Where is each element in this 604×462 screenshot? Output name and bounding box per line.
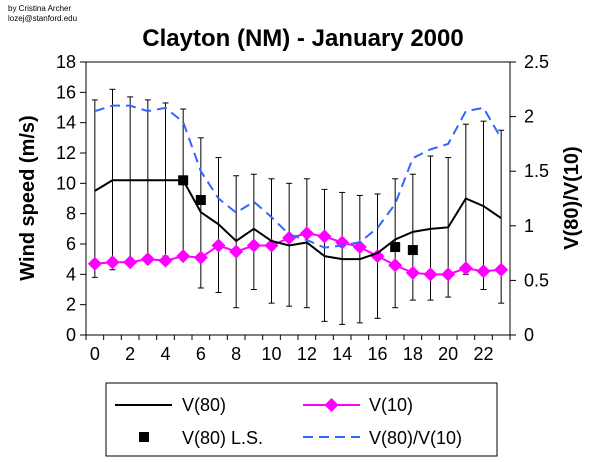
x-tick-label: 4 <box>160 344 170 364</box>
v80-ls-square-marker <box>407 245 418 256</box>
v10-diamond-marker <box>476 264 491 279</box>
x-tick-label: 14 <box>332 344 352 364</box>
ratio-series-line <box>94 104 503 249</box>
x-tick-label: 20 <box>438 344 458 364</box>
y2-axis-ticks: 0 0.5 1 1.5 2 2.5 <box>510 52 549 345</box>
x-tick-label: 16 <box>367 344 387 364</box>
x-tick-label: 10 <box>261 344 281 364</box>
legend-v80-label: V(80) <box>182 395 226 415</box>
y-tick-label: 18 <box>56 52 76 72</box>
v10-diamond-marker <box>317 229 332 244</box>
x-tick-label: 22 <box>473 344 493 364</box>
v80-ls-square-marker <box>195 195 206 206</box>
legend-ls-square <box>139 432 149 442</box>
y2-tick-label: 0.5 <box>524 270 549 290</box>
v10-diamond-marker <box>158 253 173 268</box>
y2-tick-label: 2.5 <box>524 52 549 72</box>
y-axis-ticks: 0 2 4 6 8 10 12 14 16 18 <box>56 52 86 345</box>
y-tick-label: 14 <box>56 113 76 133</box>
v10-diamond-marker <box>105 255 120 270</box>
v10-diamond-marker <box>123 255 138 270</box>
author-credit: by Cristina Archer <box>8 4 71 13</box>
x-tick-label: 2 <box>125 344 135 364</box>
y-axis-label: Wind speed (m/s) <box>17 115 39 280</box>
v10-diamond-marker <box>176 249 191 264</box>
chart-title: Clayton (NM) - January 2000 <box>142 25 463 52</box>
y-tick-label: 16 <box>56 82 76 102</box>
v10-diamond-marker <box>246 238 261 253</box>
y-tick-label: 0 <box>66 325 76 345</box>
legend: V(80) V(10) V(80) L.S. V(80)/V(10) <box>105 382 498 457</box>
x-tick-label: 6 <box>196 344 206 364</box>
v10-diamond-marker <box>494 262 509 277</box>
v10-diamond-marker <box>335 235 350 250</box>
y2-tick-label: 1.5 <box>524 161 549 181</box>
series-layer <box>87 104 509 282</box>
x-axis-ticks: 0 2 4 6 8 10 12 14 16 18 20 22 <box>85 335 511 364</box>
y2-tick-label: 0 <box>524 325 534 345</box>
legend-ls-label: V(80) L.S. <box>182 428 263 448</box>
legend-box <box>105 382 498 457</box>
v10-diamond-marker <box>441 267 456 282</box>
x-tick-label: 18 <box>403 344 423 364</box>
legend-v10-diamond <box>324 398 339 412</box>
v10-diamond-marker <box>423 267 438 282</box>
v10-diamond-marker <box>299 226 314 241</box>
y-tick-label: 6 <box>66 234 76 254</box>
v80-series-line <box>94 179 502 261</box>
y2-tick-label: 1 <box>524 216 534 236</box>
v10-series-line <box>94 232 502 276</box>
v10-diamond-marker <box>229 244 244 259</box>
v10-diamond-marker <box>193 250 208 265</box>
plot-area <box>85 61 511 336</box>
x-tick-label: 12 <box>297 344 317 364</box>
y-tick-label: 2 <box>66 295 76 315</box>
v10-diamond-marker <box>140 252 155 267</box>
legend-v10-label: V(10) <box>369 395 413 415</box>
x-tick-label: 0 <box>90 344 100 364</box>
v80-error-bars <box>91 88 505 325</box>
v10-diamond-marker <box>388 258 403 273</box>
legend-ratio-label: V(80)/V(10) <box>369 428 462 448</box>
y-tick-label: 10 <box>56 173 76 193</box>
v10-diamond-marker <box>405 265 420 280</box>
v10-diamond-marker <box>87 256 102 271</box>
v80-ls-square-marker <box>390 242 401 253</box>
v10-diamond-marker <box>458 261 473 276</box>
y2-tick-label: 2 <box>524 107 534 127</box>
y-tick-label: 4 <box>66 264 76 284</box>
v10-diamond-marker <box>211 238 226 253</box>
v80-ls-square-marker <box>178 175 189 186</box>
v10-diamond-marker <box>370 249 385 264</box>
x-tick-label: 8 <box>231 344 241 364</box>
y-tick-label: 12 <box>56 143 76 163</box>
v10-diamond-marker <box>282 230 297 245</box>
author-email: lozej@stanford.edu <box>8 14 77 23</box>
y2-axis-label: V(80)/V(10) <box>561 146 583 249</box>
y-tick-label: 8 <box>66 204 76 224</box>
